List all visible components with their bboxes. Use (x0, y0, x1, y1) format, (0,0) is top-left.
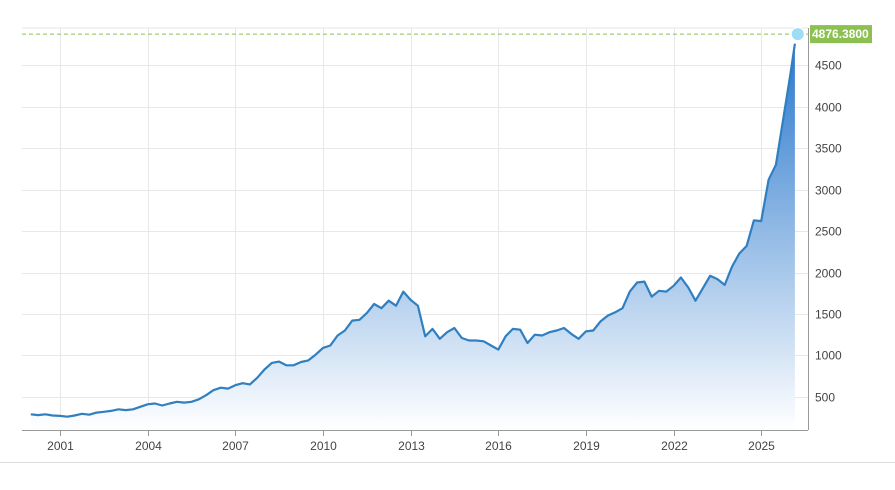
last-value-badge (810, 25, 872, 44)
y-tick-label: 1500 (815, 308, 842, 322)
axes (22, 28, 809, 436)
chart-svg: 500 1000 1500 2000 2500 3000 3500 4000 4500 2001 2… (22, 25, 872, 454)
tick-labels: 500 1000 1500 2000 2500 3000 3500 4000 4500 2001 2… (47, 59, 842, 454)
x-tick-label: 2010 (310, 439, 337, 453)
series-line (30, 43, 796, 418)
y-tick-label: 3000 (815, 184, 842, 198)
x-tick-label: 2007 (222, 439, 249, 453)
y-tick-label: 3500 (815, 142, 842, 156)
x-tick-label: 2025 (748, 439, 775, 453)
y-tick-label: 2000 (815, 267, 842, 281)
last-point-marker (790, 27, 805, 42)
y-tick-label: 4000 (815, 101, 842, 115)
last-value-label: 4876.3800 (812, 27, 869, 41)
y-tick-label: 2500 (815, 225, 842, 239)
x-tick-label: 2019 (573, 439, 600, 453)
y-tick-label: 1000 (815, 349, 842, 363)
x-tick-label: 2022 (661, 439, 688, 453)
y-tick-label: 4500 (815, 59, 842, 73)
area-series (30, 43, 796, 430)
last-value-marker: 4876.3800 (22, 25, 872, 44)
bottom-divider (0, 462, 895, 463)
y-tick-label: 500 (815, 391, 835, 405)
x-tick-label: 2001 (47, 439, 74, 453)
x-tick-label: 2013 (398, 439, 425, 453)
series-area-fill (30, 43, 795, 430)
x-tick-label: 2004 (135, 439, 162, 453)
x-tick-label: 2016 (485, 439, 512, 453)
